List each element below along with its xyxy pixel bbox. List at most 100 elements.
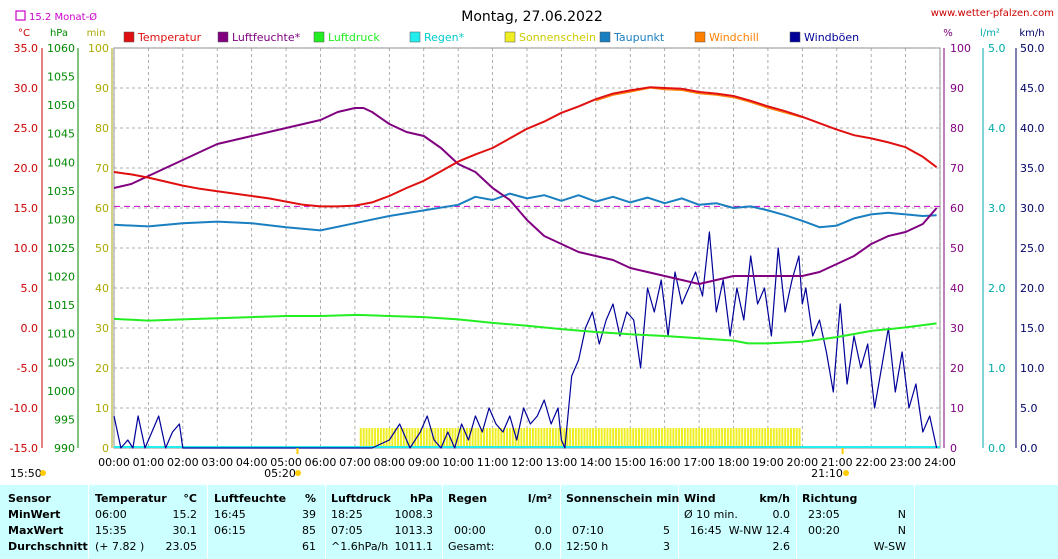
- pressure_hpa-tick-label: 1030: [47, 213, 75, 226]
- sunshine-bar: [649, 428, 652, 448]
- sunshine-bar: [376, 428, 379, 448]
- sunshine-bar: [603, 428, 606, 448]
- sunshine-bar: [428, 428, 431, 448]
- x-tick-label: 17:00: [683, 456, 715, 469]
- sunshine_min-tick-label: 10: [95, 402, 109, 415]
- sunshine-bar: [724, 428, 727, 448]
- sunshine-bar: [675, 428, 678, 448]
- pressure-min-value: 1008.3: [394, 508, 434, 521]
- humidity-unit: %: [304, 492, 316, 505]
- sunshine-bar: [635, 428, 638, 448]
- sunrise-icon: [295, 470, 301, 476]
- sunshine-bar: [448, 428, 451, 448]
- sunshine-bar: [781, 428, 784, 448]
- legend-label: Taupunkt: [613, 31, 665, 44]
- pressure-max-value: 1013.3: [394, 524, 434, 537]
- rain_lm2-tick-label: 4.0: [988, 122, 1006, 135]
- rain-max-time: 00:00: [454, 524, 486, 537]
- sunshine-bar: [531, 428, 534, 448]
- sunshine-bar: [454, 428, 457, 448]
- sunshine-bar: [422, 428, 425, 448]
- legend-swatch: [313, 31, 325, 43]
- pressure_hpa-tick-label: 1000: [47, 385, 75, 398]
- x-tick-label: 14:00: [580, 456, 612, 469]
- sunshine-bar: [437, 428, 440, 448]
- rain_lm2-tick-label: 0.0: [988, 442, 1006, 455]
- sunshine-bar: [408, 428, 411, 448]
- humidity_pct-tick-label: 30: [950, 322, 964, 335]
- sunshine-bar: [540, 428, 543, 448]
- legend-label: Windböen: [804, 31, 859, 44]
- time-left: 15:50: [10, 467, 42, 480]
- sunshine-bar: [445, 428, 448, 448]
- sensor-row-min: MinWert: [8, 508, 61, 521]
- temperature_c-tick-label: 30.0: [14, 82, 39, 95]
- sun-icon-left: [40, 470, 46, 476]
- sunshine-bar: [787, 428, 790, 448]
- rain_lm2-tick-label: 1.0: [988, 362, 1006, 375]
- sunshine-bar: [609, 428, 612, 448]
- sunshine-bar: [483, 428, 486, 448]
- sunshine-bar: [738, 428, 741, 448]
- direction-row3-value: W-SW: [873, 540, 906, 553]
- rain_lm2-tick-label: 3.0: [988, 202, 1006, 215]
- sunshine-bar: [485, 428, 488, 448]
- x-tick-label: 24:00: [924, 456, 956, 469]
- sunshine-bar: [382, 428, 385, 448]
- pressure_hpa-tick-label: 1010: [47, 328, 75, 341]
- temperature_c-tick-label: 25.0: [14, 122, 39, 135]
- temperature-max-time: 15:35: [95, 524, 127, 537]
- sunshine-bar: [617, 428, 620, 448]
- humidity_pct-tick-label: 80: [950, 122, 964, 135]
- sunshine-bar: [732, 428, 735, 448]
- sunshine-bar: [678, 428, 681, 448]
- legend-swatch: [789, 31, 801, 43]
- temperature_c-tick-label: 15.0: [14, 202, 39, 215]
- wind-unit: km/h: [759, 492, 790, 505]
- wind-header: Wind: [684, 492, 716, 505]
- x-tick-label: 11:00: [477, 456, 509, 469]
- unit-lm2: l/m²: [980, 28, 1000, 39]
- wind_kmh-tick-label: 5.0: [1020, 402, 1038, 415]
- x-tick-label: 04:00: [236, 456, 268, 469]
- temperature-avg-value: 23.05: [165, 540, 198, 553]
- sunshine-bar: [405, 428, 408, 448]
- sunshine-bar: [632, 428, 635, 448]
- temperature_c-tick-label: 0.0: [21, 322, 39, 335]
- weather-chart: Montag, 27.06.2022 www.wetter-pfalzen.co…: [9, 8, 1054, 480]
- unit-hpa: hPa: [50, 28, 68, 39]
- sunshine-bar: [695, 428, 698, 448]
- sunshine-bar: [572, 428, 575, 448]
- sunshine-bar: [772, 428, 775, 448]
- sunshine-bar: [497, 428, 500, 448]
- pressure-min-time: 18:25: [331, 508, 363, 521]
- pressure_hpa-tick-label: 1060: [47, 42, 75, 55]
- temperature_c-tick-label: 10.0: [14, 242, 39, 255]
- x-tick-label: 12:00: [511, 456, 543, 469]
- summary-table: Sensor MinWert MaxWert Durchschnitt Temp…: [0, 485, 1058, 559]
- sunshine_min-tick-label: 0: [102, 442, 109, 455]
- sunshine-bar: [767, 428, 770, 448]
- sunshine-bar: [701, 428, 704, 448]
- sunshine-bar: [477, 428, 480, 448]
- humidity_pct-tick-label: 60: [950, 202, 964, 215]
- sunshine-bar: [744, 428, 747, 448]
- sunshine-bar: [411, 428, 414, 448]
- x-tick-label: 19:00: [752, 456, 784, 469]
- wind-max-time: 16:45 W-NW: [690, 524, 763, 537]
- plot-area: [113, 86, 940, 454]
- direction-header: Richtung: [802, 492, 858, 505]
- pressure_hpa-tick-label: 1045: [47, 128, 75, 141]
- sunshine-bar: [457, 428, 460, 448]
- x-tick-label: 10:00: [442, 456, 474, 469]
- sunshine-bar: [451, 428, 454, 448]
- sunshine-bar: [554, 428, 557, 448]
- x-tick-label: 18:00: [718, 456, 750, 469]
- windchill-series-line: [595, 87, 803, 119]
- sunshine-bar: [500, 428, 503, 448]
- humidity_pct-tick-label: 10: [950, 402, 964, 415]
- sunshine-bar: [712, 428, 715, 448]
- sunshine-bar: [474, 428, 477, 448]
- sunshine-bar: [414, 428, 417, 448]
- sunshine-bar: [549, 428, 552, 448]
